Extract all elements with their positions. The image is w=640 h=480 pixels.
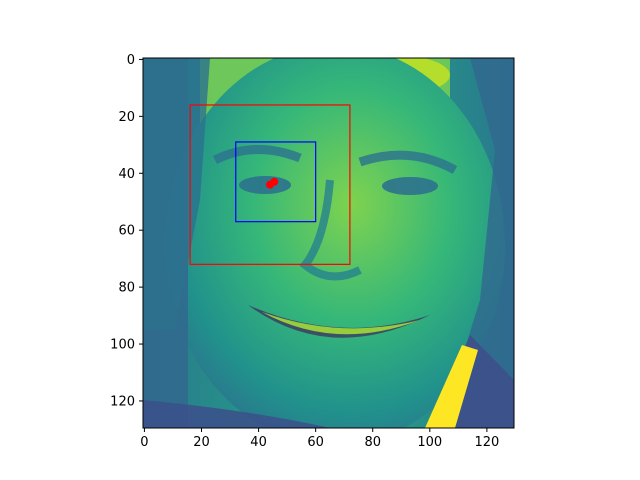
y-tick-label: 20 [118, 110, 135, 125]
y-tick-label: 40 [118, 167, 135, 182]
y-tick-label: 80 [118, 281, 135, 296]
left-hair-shadow [143, 58, 210, 330]
left-eyebrow [212, 145, 302, 165]
teeth [262, 312, 420, 335]
right-eyebrow [358, 150, 458, 174]
face-bounding-box [189, 104, 351, 265]
eye-bounding-box [235, 141, 317, 223]
y-tick-label: 0 [127, 53, 135, 68]
y-tick-label: 120 [110, 394, 135, 409]
x-tick-label: 80 [364, 435, 381, 450]
left-eye [239, 176, 291, 194]
y-tick-label: 60 [118, 224, 135, 239]
eye-points [265, 177, 279, 189]
right-shadow [440, 58, 514, 428]
eye-point-2 [265, 180, 274, 189]
x-tick-label: 100 [417, 435, 442, 450]
x-tick-label: 20 [193, 435, 210, 450]
y-axis-ticks: 0 20 40 60 80 100 120 [110, 53, 143, 409]
x-tick-label: 0 [140, 435, 148, 450]
x-axis-ticks: 0 20 40 60 80 100 120 [140, 428, 499, 450]
axes-frame [142, 57, 515, 429]
x-tick-label: 60 [307, 435, 324, 450]
image-area [143, 58, 514, 428]
right-eye [382, 177, 438, 195]
x-tick-label: 120 [474, 435, 499, 450]
collar-dark [143, 400, 330, 428]
nose [299, 179, 362, 281]
tie-stripe [425, 345, 478, 428]
y-tick-label: 100 [110, 338, 135, 353]
x-tick-label: 40 [250, 435, 267, 450]
